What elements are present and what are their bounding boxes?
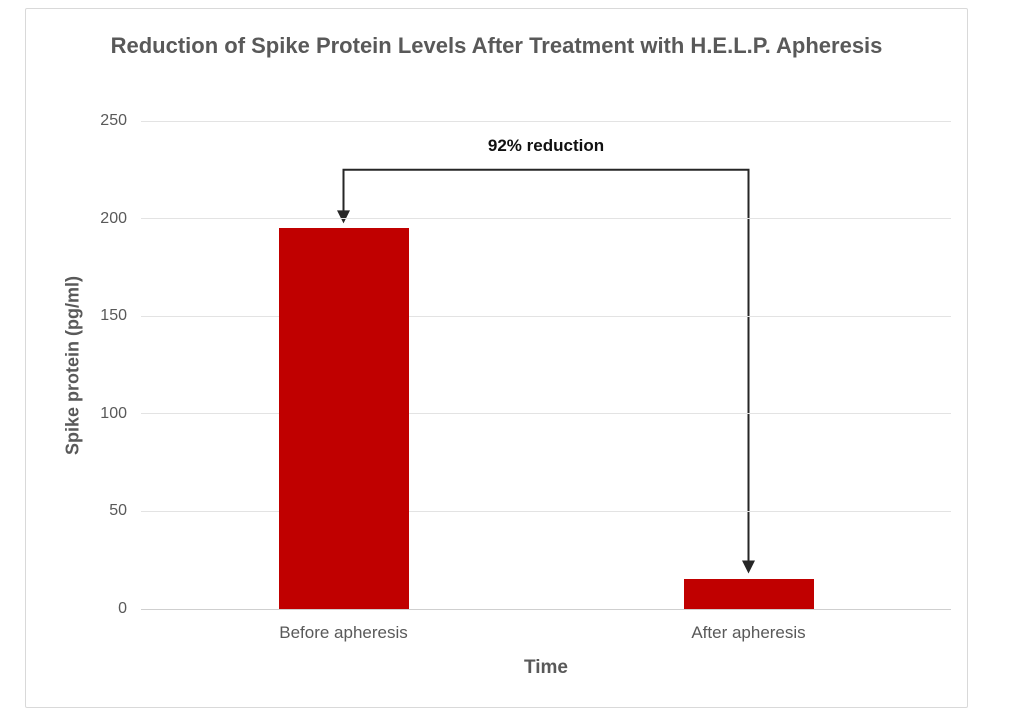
y-tick-label: 250 (100, 112, 127, 129)
gridline (141, 413, 951, 415)
x-axis-title: Time (523, 657, 568, 678)
y-tick-label: 100 (100, 404, 127, 422)
y-tick-label: 50 (109, 502, 127, 520)
x-tick-label: Before apheresis (279, 623, 408, 642)
gridline (141, 218, 951, 220)
y-tick-label: 200 (100, 209, 127, 227)
arrowhead-before (337, 210, 350, 224)
y-axis-title: Spike protein (pg/ml) (62, 275, 83, 455)
x-axis-line (141, 608, 951, 610)
y-tick-label: 0 (118, 600, 127, 617)
plot-area: 92% reduction 0 50 100 150 200 250 Before aphe… (100, 112, 951, 642)
gridline (141, 315, 951, 317)
chart-title: Reduction of Spike Protein Levels After … (110, 33, 883, 58)
bar-after-apheresis (683, 578, 814, 609)
x-tick-label: After apheresis (691, 623, 806, 642)
bar-before-apheresis (278, 228, 409, 609)
chart-frame: Reduction of Spike Protein Levels After … (25, 8, 968, 708)
reduction-arrow (337, 168, 755, 574)
gridline (141, 120, 951, 122)
y-tick-label: 150 (100, 307, 127, 325)
arrowhead-after (742, 560, 755, 574)
gridline (141, 510, 951, 512)
annotation-label: 92% reduction (487, 135, 605, 155)
